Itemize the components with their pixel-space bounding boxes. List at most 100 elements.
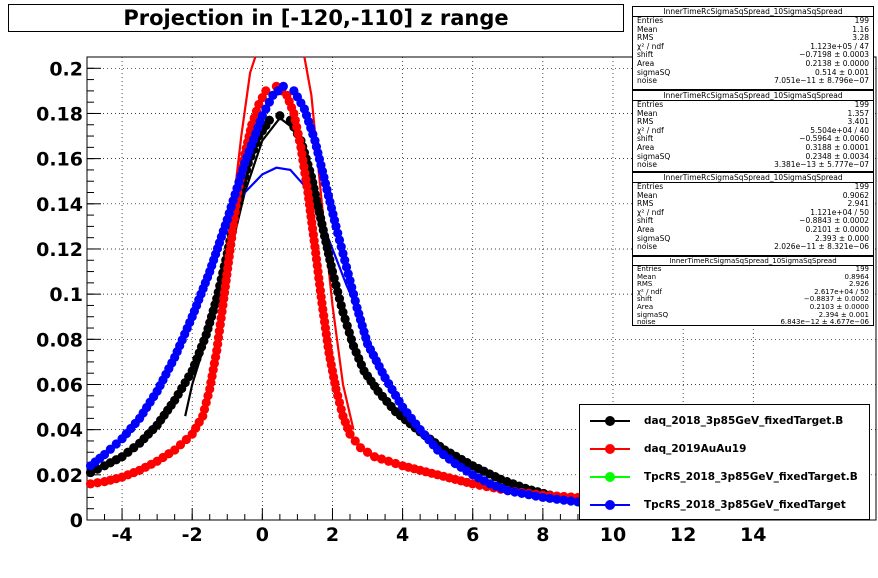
- stats-row: Area 0.2101 ± 0.0000: [637, 224, 869, 234]
- stats-row: noise 6.843e−12 ± 4.677e−06: [637, 318, 869, 327]
- data-point: [355, 443, 366, 453]
- y-tick-label: 0.12: [36, 239, 83, 261]
- stats-row: RMS 3.28: [637, 33, 869, 43]
- data-point: [92, 464, 103, 474]
- legend-entry: TpcRS_2018_3p85GeV_fixedTarget.B: [588, 467, 868, 487]
- data-point: [170, 445, 180, 455]
- data-point: [552, 494, 562, 504]
- stats-row: noise 7.051e−11 ± 8.796e−07: [637, 76, 869, 86]
- stats-row: sigmaSQ 0.2348 ± 0.0034: [637, 151, 869, 161]
- stats-header: InnerTimeRcSigmaSqSpread_10SigmaSqSpread: [633, 257, 873, 266]
- data-point: [92, 478, 103, 488]
- y-tick-label: 0.14: [36, 194, 83, 216]
- data-point: [390, 458, 401, 469]
- axes: -4 -2 0 2 4 6 8 10 12 14 0 0.02 0.04 0.06 0.08 0.1 0.12 0…: [36, 58, 877, 546]
- data-point: [85, 479, 96, 489]
- data-point: [261, 86, 271, 96]
- data-point: [369, 452, 380, 462]
- x-tick-label: 2: [326, 524, 339, 546]
- data-point: [111, 439, 121, 449]
- stats-row: Entries 199: [637, 16, 869, 25]
- stats-box-1: InnerTimeRcSigmaSqSpread_10SigmaSqSpread…: [632, 6, 874, 90]
- chart-title: Projection in [-120,-110] z range: [8, 4, 624, 32]
- stats-row: Area 0.2103 ± 0.0000: [637, 302, 869, 311]
- x-tick-label: -4: [112, 524, 133, 546]
- legend-marker: [588, 439, 632, 459]
- stats-row: sigmaSQ 2.393 ± 0.000: [637, 233, 869, 243]
- data-point: [383, 456, 394, 466]
- data-point: [362, 447, 373, 457]
- stats-row: Mean 1.16: [637, 24, 869, 34]
- y-tick-label: 0.08: [36, 329, 83, 351]
- data-point: [257, 111, 267, 121]
- data-point: [261, 104, 271, 114]
- data-point: [468, 479, 478, 489]
- data-point: [278, 81, 288, 91]
- stats-header: InnerTimeRcSigmaSqSpread_10SigmaSqSpread: [633, 91, 873, 101]
- legend-label: daq_2019AuAu19: [644, 443, 747, 455]
- y-tick-label: 0.1: [49, 284, 83, 306]
- data-point: [531, 491, 541, 501]
- stats-row: RMS 2.926: [637, 280, 869, 289]
- data-point: [524, 490, 534, 500]
- stats-row: RMS 2.941: [637, 199, 869, 209]
- data-point: [350, 436, 360, 446]
- x-tick-label: 4: [396, 524, 409, 546]
- stats-row: Area 0.3188 ± 0.0001: [637, 142, 869, 152]
- legend-label: TpcRS_2018_3p85GeV_fixedTarget: [644, 499, 846, 511]
- stats-row: χ² / ndf 1.123e+05 / 47: [637, 41, 869, 51]
- data-point: [105, 444, 115, 454]
- stats-row: Entries 199: [637, 265, 869, 273]
- legend-marker: [588, 467, 632, 487]
- stats-row: Mean 0.9062: [637, 190, 869, 200]
- stats-row: χ² / ndf 2.617e+04 / 50: [637, 287, 869, 296]
- stats-row: shift −0.5964 ± 0.0060: [637, 134, 869, 144]
- stats-row: Entries 199: [637, 100, 869, 109]
- y-tick-label: 0: [70, 510, 83, 532]
- legend-marker: [588, 495, 632, 515]
- stats-row: shift −0.8843 ± 0.0002: [637, 216, 869, 226]
- data-point: [275, 111, 285, 121]
- stats-row: noise 2.026e−11 ± 8.321e−06: [637, 242, 869, 252]
- x-tick-label: -2: [182, 524, 203, 546]
- data-point: [503, 486, 513, 496]
- stats-row: RMS 3.401: [637, 117, 869, 127]
- y-tick-label: 0.02: [36, 465, 83, 487]
- legend-label: TpcRS_2018_3p85GeV_fixedTarget.B: [644, 471, 858, 483]
- data-markers: [85, 81, 618, 512]
- legend-entry: daq_2018_3p85GeV_fixedTarget.B: [588, 411, 868, 431]
- stats-header: InnerTimeRcSigmaSqSpread_10SigmaSqSpread: [633, 7, 873, 17]
- legend-entry: daq_2019AuAu19: [588, 439, 868, 459]
- stats-row: Entries 199: [637, 182, 869, 191]
- y-tick-label: 0.16: [36, 149, 83, 171]
- stats-row: sigmaSQ 2.394 ± 0.001: [637, 310, 869, 319]
- y-tick-label: 0.06: [36, 374, 83, 396]
- data-point: [264, 115, 274, 125]
- data-point: [85, 467, 96, 478]
- y-tick-label: 0.2: [49, 58, 83, 80]
- stats-row: Mean 1.357: [637, 108, 869, 118]
- data-point: [376, 454, 387, 464]
- x-tick-label: 8: [536, 524, 549, 546]
- x-tick-label: 10: [600, 524, 626, 546]
- data-point: [345, 429, 355, 439]
- x-tick-label: 6: [466, 524, 479, 546]
- legend-entry: TpcRS_2018_3p85GeV_fixedTarget: [588, 495, 868, 515]
- stats-box-4: InnerTimeRcSigmaSqSpread_10SigmaSqSpread…: [632, 256, 874, 326]
- stats-row: shift −0.7198 ± 0.0003: [637, 50, 869, 60]
- legend: daq_2018_3p85GeV_fixedTarget.B daq_2019A…: [579, 404, 870, 520]
- data-point: [559, 495, 569, 505]
- stats-row: sigmaSQ 0.514 ± 0.001: [637, 67, 869, 77]
- data-point: [545, 493, 555, 503]
- legend-marker: [588, 411, 632, 431]
- stats-box-3: InnerTimeRcSigmaSqSpread_10SigmaSqSpread…: [632, 172, 874, 256]
- data-point: [99, 449, 110, 460]
- stats-header: InnerTimeRcSigmaSqSpread_10SigmaSqSpread: [633, 173, 873, 183]
- data-point: [254, 99, 264, 110]
- legend-label: daq_2018_3p85GeV_fixedTarget.B: [644, 415, 844, 427]
- data-point: [181, 434, 191, 445]
- stats-row: χ² / ndf 1.121e+04 / 50: [637, 207, 869, 217]
- x-tick-label: 0: [256, 524, 269, 546]
- data-point: [517, 488, 527, 498]
- data-point: [566, 496, 576, 506]
